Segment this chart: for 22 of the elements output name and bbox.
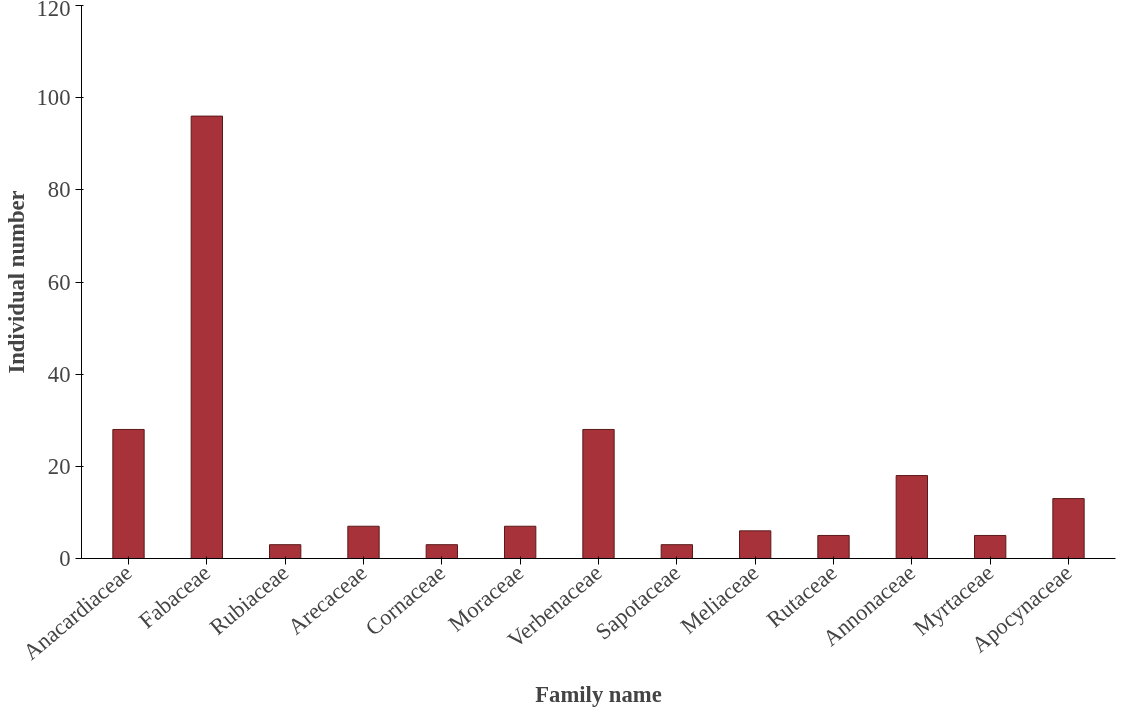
y-tick-label: 0: [59, 546, 71, 571]
bar: [817, 534, 850, 559]
y-tick-label: 60: [47, 269, 71, 295]
bar: [974, 534, 1007, 559]
bar: [1052, 498, 1085, 559]
y-tick-label: 100: [36, 85, 71, 111]
y-axis-title: Individual number: [3, 190, 29, 374]
bar: [112, 428, 145, 559]
bar: [269, 544, 302, 559]
y-tick-label: 40: [47, 361, 71, 387]
y-tick-label: 20: [47, 453, 71, 479]
y-tick-label: 80: [47, 177, 71, 203]
bar: [504, 525, 537, 559]
x-axis-title: Family name: [535, 682, 662, 708]
bar: [347, 525, 380, 559]
y-tick-label: 120: [36, 0, 71, 21]
bar: [582, 428, 615, 559]
bar: [425, 544, 458, 559]
bar: [739, 530, 772, 559]
bar: [895, 475, 928, 559]
bar: [660, 544, 693, 559]
bar: [190, 115, 223, 559]
